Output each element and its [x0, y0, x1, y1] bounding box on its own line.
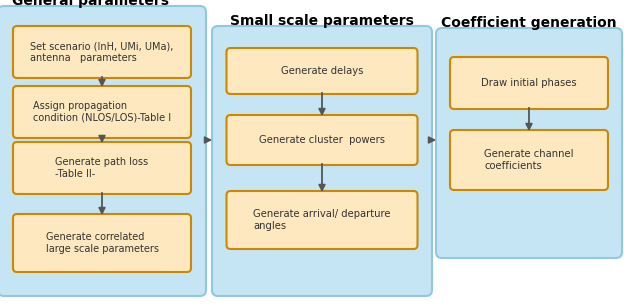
Text: Assign propagation
condition (NLOS/LOS)-Table I: Assign propagation condition (NLOS/LOS)-… — [33, 101, 171, 123]
Text: Generate channel
coefficients: Generate channel coefficients — [484, 149, 573, 171]
Text: Generate cluster  powers: Generate cluster powers — [259, 135, 385, 145]
FancyBboxPatch shape — [450, 130, 608, 190]
Text: General parameters: General parameters — [12, 0, 169, 8]
Text: Set scenario (InH, UMi, UMa),
antenna   parameters: Set scenario (InH, UMi, UMa), antenna pa… — [31, 41, 173, 63]
FancyBboxPatch shape — [0, 6, 206, 296]
FancyBboxPatch shape — [227, 115, 417, 165]
Text: Small scale parameters: Small scale parameters — [230, 14, 414, 28]
FancyBboxPatch shape — [436, 28, 622, 258]
Text: Generate arrival/ departure
angles: Generate arrival/ departure angles — [253, 209, 391, 231]
FancyBboxPatch shape — [13, 26, 191, 78]
FancyBboxPatch shape — [13, 142, 191, 194]
FancyBboxPatch shape — [227, 191, 417, 249]
Text: Generate path loss
-Table II-: Generate path loss -Table II- — [56, 157, 149, 179]
Text: Generate delays: Generate delays — [281, 66, 363, 76]
FancyBboxPatch shape — [13, 86, 191, 138]
FancyBboxPatch shape — [212, 26, 432, 296]
Text: Coefficient generation: Coefficient generation — [441, 16, 617, 30]
Text: Draw initial phases: Draw initial phases — [481, 78, 577, 88]
FancyBboxPatch shape — [13, 214, 191, 272]
FancyBboxPatch shape — [227, 48, 417, 94]
FancyBboxPatch shape — [450, 57, 608, 109]
Text: Generate correlated
large scale parameters: Generate correlated large scale paramete… — [46, 232, 158, 254]
